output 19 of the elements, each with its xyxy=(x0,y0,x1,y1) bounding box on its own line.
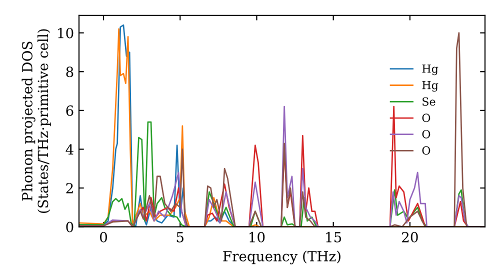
x-tick-label: 15 xyxy=(326,232,342,242)
y-tick-label: 10 xyxy=(58,28,74,38)
x-tick-label: 10 xyxy=(250,232,265,242)
legend-label: Hg xyxy=(422,64,438,76)
y-tick-label: 0 xyxy=(66,222,74,232)
y-axis-title: Phonon projected DOS (States/THz·primitive cell) xyxy=(22,29,51,213)
legend-label: O xyxy=(422,130,430,138)
y-tick-label: 8 xyxy=(66,66,74,78)
legend-label: Se xyxy=(422,97,436,106)
legend-label: O xyxy=(422,114,430,122)
y-tick-label: 4 xyxy=(66,144,74,154)
legend-label: O xyxy=(422,146,430,155)
x-tick-label: 20 xyxy=(402,232,418,242)
x-axis-title: Frequency (THz) xyxy=(223,250,340,264)
x-tick-label: 0 xyxy=(100,232,108,242)
x-tick-label: 5 xyxy=(176,232,184,242)
y-tick-label: 2 xyxy=(66,182,73,194)
y-tick-label: 6 xyxy=(66,105,74,116)
legend-label: Hg xyxy=(422,81,438,92)
